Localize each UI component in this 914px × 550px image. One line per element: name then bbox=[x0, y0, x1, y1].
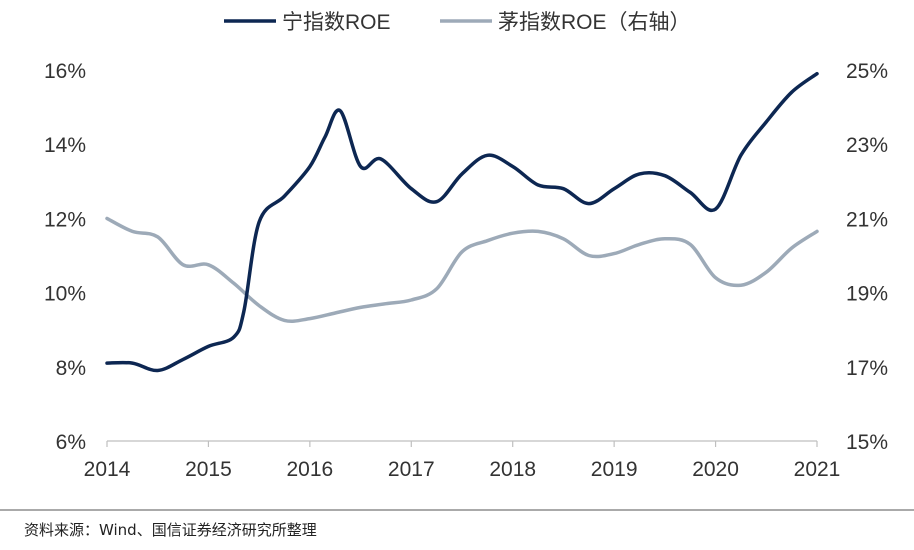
series-line-ning-roe bbox=[105, 71, 819, 373]
y-left-ticks: 6% 8% 10% 12% 14% 16% bbox=[44, 60, 86, 454]
x-tick-label: 2019 bbox=[591, 458, 638, 481]
legend: 宁指数ROE 茅指数ROE（右轴） bbox=[224, 11, 691, 34]
y-right-tick-label: 17% bbox=[846, 357, 888, 380]
x-tick-label: 2015 bbox=[185, 458, 232, 481]
y-left-tick-label: 14% bbox=[44, 134, 86, 157]
legend-label-ning: 宁指数ROE bbox=[282, 11, 391, 34]
y-right-ticks: 15% 17% 19% 21% 23% 25% bbox=[846, 60, 888, 454]
legend-item-mao: 茅指数ROE（右轴） bbox=[440, 11, 691, 34]
y-right-tick-label: 21% bbox=[846, 208, 888, 231]
x-tick-label: 2018 bbox=[489, 458, 536, 481]
y-right-tick-label: 25% bbox=[846, 60, 888, 83]
x-tick-label: 2016 bbox=[286, 458, 333, 481]
y-left-tick-label: 6% bbox=[56, 431, 86, 454]
y-left-tick-label: 8% bbox=[56, 357, 86, 380]
y-right-tick-label: 23% bbox=[846, 134, 888, 157]
series-layer bbox=[105, 71, 819, 373]
x-ticks: 2014 2015 2016 2017 2018 2019 2020 2021 bbox=[84, 441, 841, 481]
x-tick-label: 2017 bbox=[388, 458, 435, 481]
source-note: 资料来源：Wind、国信证券经济研究所整理 bbox=[24, 521, 317, 539]
x-tick-label: 2021 bbox=[794, 458, 841, 481]
y-left-tick-label: 12% bbox=[44, 208, 86, 231]
y-right-tick-label: 15% bbox=[846, 431, 888, 454]
series-line-mao-roe bbox=[105, 216, 819, 323]
y-left-tick-label: 16% bbox=[44, 60, 86, 83]
y-left-tick-label: 10% bbox=[44, 283, 86, 306]
x-tick-label: 2014 bbox=[84, 458, 131, 481]
legend-label-mao: 茅指数ROE（右轴） bbox=[498, 11, 691, 34]
legend-item-ning: 宁指数ROE bbox=[224, 11, 391, 34]
x-tick-label: 2020 bbox=[692, 458, 739, 481]
y-right-tick-label: 19% bbox=[846, 283, 888, 306]
